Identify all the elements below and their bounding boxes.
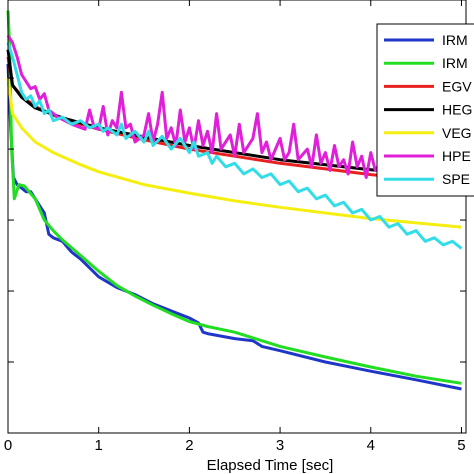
x-axis-label: Elapsed Time [sec] [207,457,334,474]
x-tick-label: 2 [185,437,193,454]
legend-label: IRM [442,32,468,48]
x-tick-label: 4 [367,437,375,454]
legend-label: HPE [442,148,471,164]
series-layer [6,10,463,391]
series-line-6 [6,42,463,250]
x-tick-label: 3 [276,437,284,454]
series-line-4 [6,77,462,229]
plot-frame [7,0,467,434]
legend-label: SPE [442,171,470,187]
x-tick-label: 0 [4,437,12,454]
x-axis-ticks: 0 1 2 3 4 5 [4,0,466,454]
legend-label: HEG [442,102,472,118]
series-line-0 [6,63,462,391]
x-tick-label: 1 [95,437,103,454]
x-tick-label: 5 [457,437,465,454]
legend: IRM IRM EGV HEG VEG HPE SPE [376,23,474,197]
series-line-1 [6,10,462,385]
legend-label: IRM [442,55,468,71]
legend-label: VEG [442,125,472,141]
legend-label: EGV [442,78,472,94]
